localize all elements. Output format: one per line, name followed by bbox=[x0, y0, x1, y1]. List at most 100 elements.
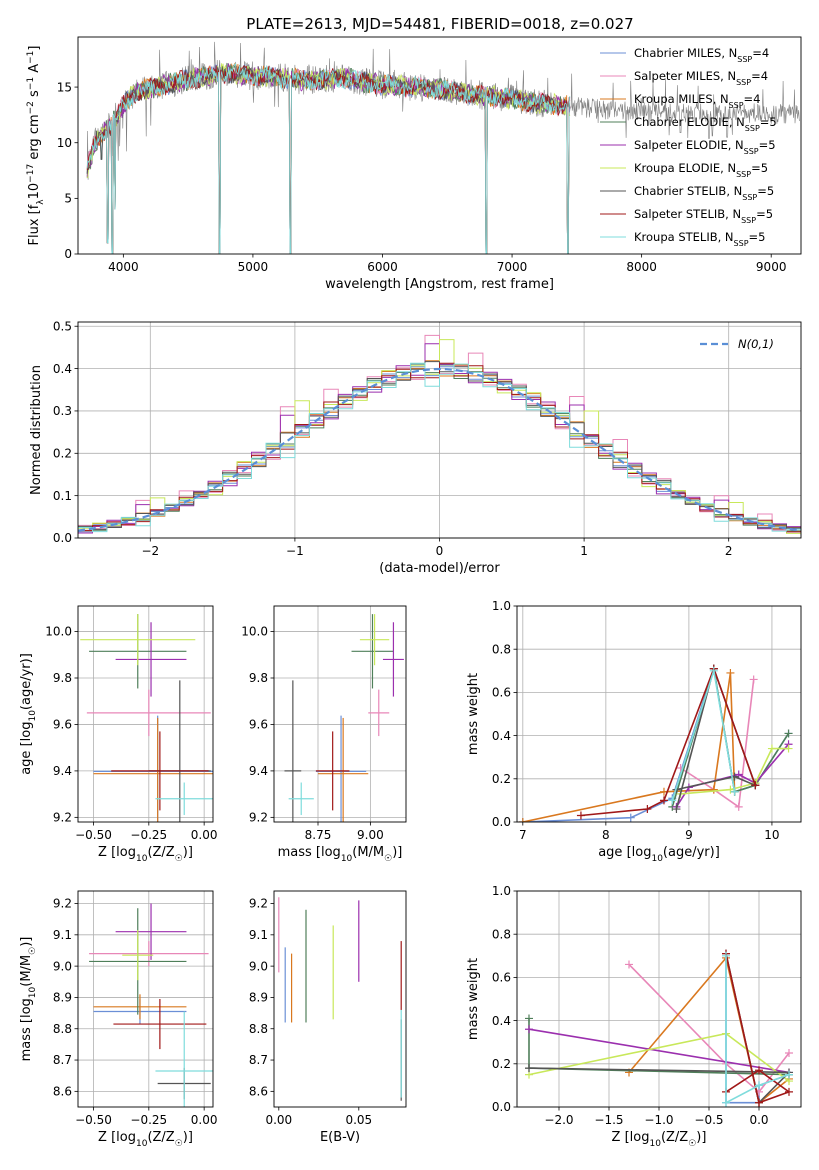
y-tick-label: 0.3 bbox=[53, 404, 72, 418]
y-tick-label: 8.7 bbox=[249, 1053, 268, 1067]
y-tick-label: 8.7 bbox=[53, 1053, 72, 1067]
series-marker bbox=[626, 813, 635, 822]
x-tick-label: −0.25 bbox=[130, 1113, 167, 1127]
y-axis-label: mass weight bbox=[466, 673, 481, 755]
series-marker bbox=[525, 1025, 533, 1034]
y-tick-label: 9.6 bbox=[249, 718, 268, 732]
observed-spectrum bbox=[86, 41, 800, 180]
y-tick-label: 0.4 bbox=[492, 729, 511, 743]
errorbar-point-salpeter-miles bbox=[368, 689, 390, 737]
x-tick-label: 0.05 bbox=[345, 1113, 372, 1127]
errorbar-point-kroupa-elodie bbox=[359, 614, 390, 666]
x-tick-label: 4000 bbox=[108, 260, 139, 274]
errorbar-point-kroupa-stelib bbox=[155, 1011, 213, 1107]
y-tick-label: 8.9 bbox=[249, 991, 268, 1005]
series-marker bbox=[755, 1081, 763, 1090]
axes: 7 8 9 10 0.0 0.2 0.4 0.6 0.8 1.0 age [log10(age/yr… bbox=[466, 599, 802, 864]
errorbar-point-salpeter-elodie bbox=[382, 622, 404, 697]
axes: −2.0 −1.5 −1.0 −0.5 0.0 0.0 0.2 0.4 0.6 0.8 1.0 Z [… bbox=[466, 884, 802, 1149]
series-marker bbox=[785, 1087, 793, 1096]
x-tick-label: −2.0 bbox=[544, 1113, 573, 1127]
series-line bbox=[522, 672, 736, 822]
x-axis-label: age [log10(age/yr)] bbox=[598, 845, 720, 864]
y-tick-label: 9.2 bbox=[53, 897, 72, 911]
x-axis-label: Z [log10(Z/Z☉)] bbox=[98, 845, 193, 864]
spectrum-panel: 4000 5000 6000 7000 8000 9000 0 5 10 15 wavelength… bbox=[26, 36, 802, 292]
plot-area bbox=[78, 334, 801, 536]
mass-weight-series-salpeter-stelib bbox=[576, 664, 760, 820]
x-axis-label: mass [log10(M/M☉)] bbox=[278, 845, 403, 864]
y-tick-label: 1.0 bbox=[492, 884, 511, 898]
axes-frame bbox=[516, 605, 802, 823]
errorbar-point-salpeter-stelib bbox=[111, 731, 209, 811]
y-tick-label: 9.4 bbox=[53, 764, 72, 778]
y-tick-label: 8.8 bbox=[249, 1022, 268, 1036]
y-tick-label: 9.8 bbox=[53, 671, 72, 685]
x-tick-label: 7 bbox=[519, 828, 527, 842]
legend-entry: Salpeter MILES, NSSP=4 bbox=[634, 69, 768, 87]
plot-area bbox=[80, 614, 213, 822]
plot-area bbox=[525, 949, 793, 1107]
x-tick-label: −0.50 bbox=[75, 828, 112, 842]
y-tick-label: 0.2 bbox=[53, 446, 72, 460]
y-tick-label: 0.2 bbox=[492, 772, 511, 786]
plot-area bbox=[86, 41, 800, 254]
series-marker bbox=[722, 951, 730, 960]
y-tick-label: 9.1 bbox=[249, 928, 268, 942]
axes-frame bbox=[77, 321, 802, 539]
series-marker bbox=[668, 796, 677, 805]
mass-vs-ebv-panel: 0.00 0.05 8.6 8.7 8.8 8.9 9.0 9.1 9.2 E(B-V) bbox=[249, 890, 407, 1145]
axes-frame bbox=[77, 890, 214, 1108]
series-marker bbox=[726, 785, 735, 794]
series-marker bbox=[755, 1098, 763, 1107]
y-tick-label: 0.0 bbox=[53, 531, 72, 545]
axes: −2 −1 0 1 2 0.0 0.1 0.2 0.3 0.4 0.5 (data-model)/er… bbox=[29, 319, 802, 576]
y-tick-label: 15 bbox=[57, 80, 72, 94]
y-tick-label: 0 bbox=[64, 247, 72, 261]
model-spectrum-kroupa-stelib bbox=[86, 62, 571, 254]
grid-lines bbox=[517, 605, 801, 823]
y-tick-label: 10.0 bbox=[241, 625, 268, 639]
y-tick-label: 9.2 bbox=[249, 897, 268, 911]
axes: 8.75 9.00 9.2 9.4 9.6 9.8 10.0 mass [log10(M/M☉… bbox=[241, 605, 407, 864]
x-tick-label: 0.0 bbox=[749, 1113, 768, 1127]
y-tick-label: 9.4 bbox=[249, 764, 268, 778]
series-marker bbox=[625, 960, 633, 969]
series-marker bbox=[767, 744, 776, 753]
axes-frame bbox=[273, 605, 407, 823]
series-marker bbox=[518, 818, 527, 822]
plot-area bbox=[278, 897, 402, 1101]
mass-weight-series-chabrier-miles bbox=[518, 664, 793, 822]
legend: Chabrier MILES, NSSP=4 Salpeter MILES, NS… bbox=[600, 46, 777, 248]
y-tick-label: 5 bbox=[64, 192, 72, 206]
x-tick-label: −0.50 bbox=[75, 1113, 112, 1127]
errorbar-point-kroupa-elodie bbox=[122, 930, 154, 981]
x-axis-label: E(B-V) bbox=[320, 1130, 360, 1145]
x-axis-label: (data-model)/error bbox=[379, 561, 500, 576]
grid-lines bbox=[78, 606, 213, 822]
y-tick-label: 9.1 bbox=[53, 928, 72, 942]
y-tick-label: 0.4 bbox=[53, 362, 72, 376]
y-axis-label: mass weight bbox=[466, 958, 481, 1040]
series-marker bbox=[730, 787, 739, 796]
y-tick-label: 8.6 bbox=[53, 1085, 72, 1099]
plot-area bbox=[284, 614, 404, 822]
x-axis-label: wavelength [Angstrom, rest frame] bbox=[325, 277, 554, 292]
errorbar-point-kroupa-stelib bbox=[155, 782, 213, 816]
series-marker bbox=[709, 666, 718, 675]
series-line bbox=[725, 953, 791, 1104]
errorbar-point-salpeter-miles bbox=[86, 689, 211, 737]
x-tick-label: 10 bbox=[764, 828, 779, 842]
series-marker bbox=[784, 744, 793, 753]
x-tick-label: 8000 bbox=[626, 260, 657, 274]
x-tick-label: 9.00 bbox=[357, 828, 384, 842]
y-tick-label: 9.8 bbox=[249, 671, 268, 685]
y-tick-label: 0.5 bbox=[53, 319, 72, 333]
axes-frame bbox=[77, 605, 214, 823]
x-tick-label: 7000 bbox=[497, 260, 528, 274]
x-tick-label: −2 bbox=[141, 544, 159, 558]
x-tick-label: 8.75 bbox=[305, 828, 332, 842]
series-marker bbox=[734, 802, 743, 811]
legend-entry: Chabrier ELODIE, NSSP=5 bbox=[634, 115, 777, 133]
